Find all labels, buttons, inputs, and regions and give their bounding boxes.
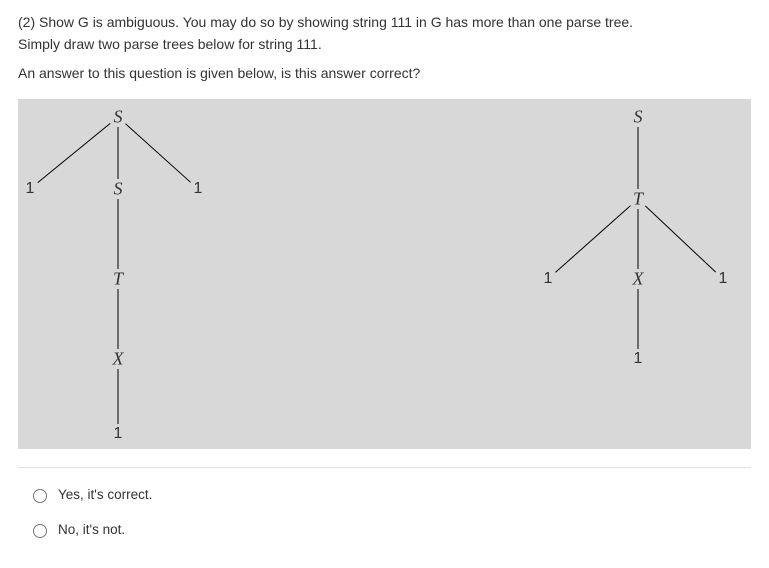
tree-node-t3: 1 xyxy=(114,425,123,443)
tree-node-t1: 1 xyxy=(26,180,35,198)
tree-node-X1: X xyxy=(113,349,124,370)
tree-node-S2: S xyxy=(114,179,123,200)
question-line-1: (2) Show G is ambiguous. You may do so b… xyxy=(18,12,751,34)
question-block: (2) Show G is ambiguous. You may do so b… xyxy=(18,12,751,85)
tree-node-Ta: T xyxy=(633,189,643,210)
tree-node-T1: T xyxy=(113,269,123,290)
question-line-2: Simply draw two parse trees below for st… xyxy=(18,34,751,56)
tree-node-ta: 1 xyxy=(544,270,553,288)
option-no[interactable]: No, it's not. xyxy=(28,521,751,538)
radio-no[interactable] xyxy=(33,524,47,538)
parse-tree-diagram: S 1 S 1 T X 1 S T 1 X 1 1 xyxy=(18,99,751,449)
tree-node-S1: S xyxy=(114,107,123,128)
option-no-label: No, it's not. xyxy=(58,522,125,537)
option-yes[interactable]: Yes, it's correct. xyxy=(28,486,751,503)
divider xyxy=(18,467,751,468)
tree-node-tc: 1 xyxy=(634,350,643,368)
tree-node-tb: 1 xyxy=(719,270,728,288)
question-sub: An answer to this question is given belo… xyxy=(18,63,751,85)
radio-yes[interactable] xyxy=(33,489,47,503)
tree-node-Xa: X xyxy=(633,269,644,290)
option-yes-label: Yes, it's correct. xyxy=(58,487,152,502)
tree-node-t2: 1 xyxy=(194,180,203,198)
tree-node-Sa: S xyxy=(634,107,643,128)
